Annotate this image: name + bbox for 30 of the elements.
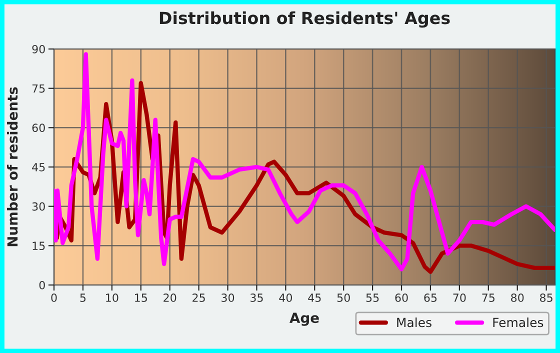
y-tick-label: 30 [32, 202, 45, 211]
x-tick-label: 60 [395, 294, 408, 302]
x-tick-label: 80 [511, 294, 524, 302]
chart-title: Distribution of Residents' Ages [160, 11, 450, 28]
x-tick-label: 10 [106, 294, 118, 302]
x-tick-label: 0 [51, 294, 57, 302]
y-axis-title: Number of residents [6, 87, 18, 246]
x-axis-title: Age [290, 312, 319, 326]
y-tick-label: 90 [32, 44, 45, 54]
y-tick-label: 0 [39, 280, 45, 290]
legend-label: Females [493, 317, 544, 328]
x-tick-label: 25 [192, 294, 205, 302]
legend-label: Males [397, 317, 432, 328]
x-tick-label: 5 [80, 294, 86, 302]
x-tick-label: 55 [366, 294, 379, 302]
x-tick-label: 50 [337, 294, 350, 302]
x-tick-label: 75 [482, 294, 494, 302]
x-tick-label: 45 [308, 294, 321, 302]
x-tick-label: 70 [453, 294, 466, 302]
y-tick-label: 60 [32, 124, 45, 132]
x-tick-label: 85 [540, 294, 552, 302]
x-tick-label: 20 [164, 294, 176, 302]
y-tick-label: 15 [32, 242, 45, 250]
x-tick-label: 30 [222, 294, 234, 302]
x-tick-label: 35 [250, 294, 263, 302]
y-tick-label: 75 [32, 84, 45, 93]
x-tick-label: 40 [279, 294, 292, 302]
y-tick-label: 45 [32, 163, 45, 172]
x-tick-label: 65 [424, 294, 437, 302]
x-tick-label: 15 [135, 294, 147, 302]
